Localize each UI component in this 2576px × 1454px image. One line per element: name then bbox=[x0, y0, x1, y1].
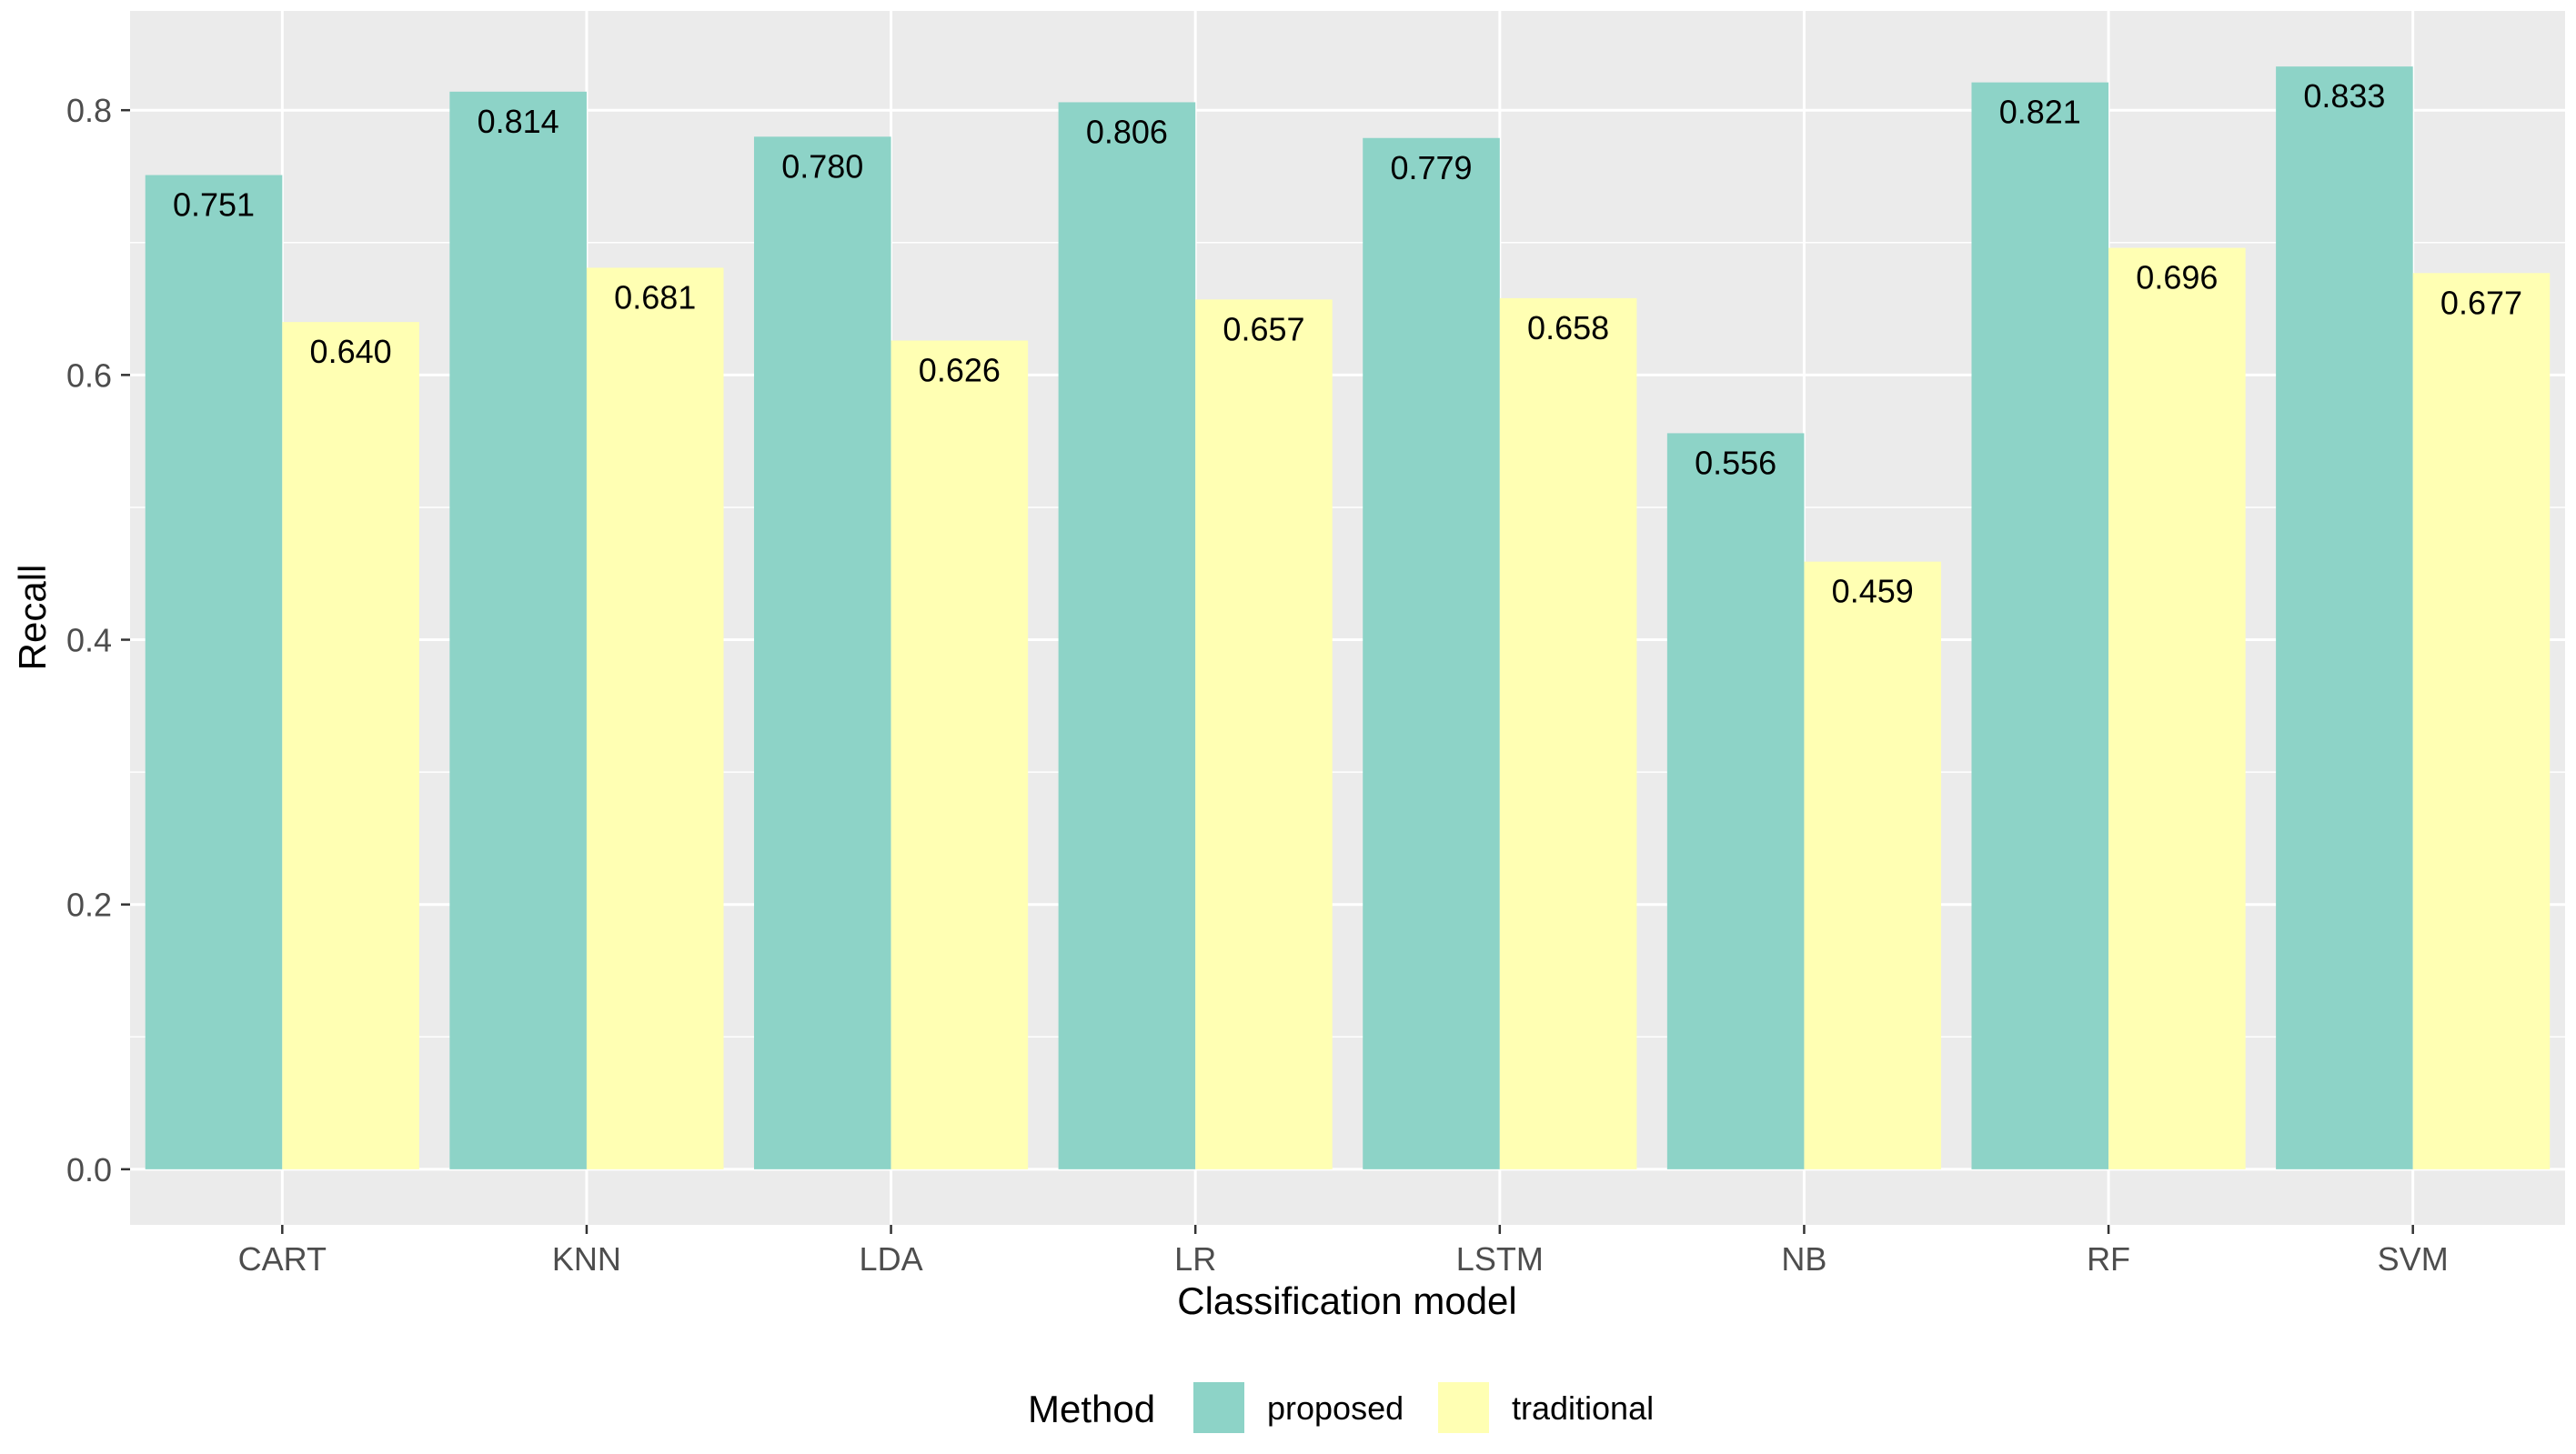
data-label-traditional-lda: 0.626 bbox=[919, 352, 1001, 389]
x-tick-label-knn: KNN bbox=[552, 1240, 621, 1278]
bar-proposed-rf bbox=[1971, 82, 2109, 1169]
bars bbox=[145, 66, 2551, 1169]
bar-proposed-lda bbox=[753, 136, 891, 1169]
y-axis-title: Recall bbox=[11, 565, 54, 671]
bar-proposed-lstm bbox=[1363, 137, 1500, 1169]
data-label-traditional-nb: 0.459 bbox=[1832, 573, 1914, 610]
data-label-traditional-lstm: 0.658 bbox=[1527, 309, 1609, 346]
bar-proposed-cart bbox=[145, 175, 283, 1169]
legend: Method proposed traditional bbox=[1028, 1382, 1654, 1433]
axes: 0.0 0.2 0.4 0.6 0.8 CART KNN LDA LR LSTM NB RF SVM bbox=[66, 92, 2449, 1278]
legend-swatch-proposed bbox=[1193, 1382, 1244, 1433]
bar-traditional-lr bbox=[1195, 299, 1333, 1169]
data-label-traditional-lr: 0.657 bbox=[1223, 310, 1304, 347]
y-tick-label: 0.4 bbox=[66, 622, 112, 659]
x-tick-label-lstm: LSTM bbox=[1456, 1240, 1544, 1278]
y-tick-label: 0.2 bbox=[66, 887, 112, 924]
data-label-proposed-svm: 0.833 bbox=[2303, 77, 2385, 115]
bar-traditional-svm bbox=[2412, 273, 2551, 1169]
data-label-proposed-lda: 0.780 bbox=[781, 147, 863, 185]
bar-traditional-cart bbox=[282, 322, 419, 1169]
legend-title: Method bbox=[1028, 1388, 1155, 1430]
bar-proposed-knn bbox=[449, 91, 587, 1169]
data-label-proposed-knn: 0.814 bbox=[478, 103, 559, 140]
data-label-proposed-cart: 0.751 bbox=[173, 186, 255, 224]
x-tick-label-rf: RF bbox=[2087, 1240, 2130, 1278]
data-label-proposed-lstm: 0.779 bbox=[1390, 149, 1472, 186]
x-tick-label-lda: LDA bbox=[860, 1240, 923, 1278]
x-axis-title: Classification model bbox=[1177, 1279, 1517, 1322]
legend-label-proposed: proposed bbox=[1267, 1389, 1404, 1427]
bar-proposed-svm bbox=[2276, 66, 2413, 1169]
bar-proposed-nb bbox=[1666, 433, 1805, 1169]
x-tick-label-lr: LR bbox=[1174, 1240, 1216, 1278]
y-tick-label: 0.6 bbox=[66, 356, 112, 394]
data-label-proposed-rf: 0.821 bbox=[1999, 94, 2081, 131]
bar-traditional-nb bbox=[1804, 561, 1942, 1169]
data-label-traditional-cart: 0.640 bbox=[310, 333, 392, 370]
data-label-proposed-lr: 0.806 bbox=[1086, 113, 1168, 150]
x-tick-label-cart: CART bbox=[238, 1240, 327, 1278]
y-tick-label: 0.8 bbox=[66, 92, 112, 129]
data-label-proposed-nb: 0.556 bbox=[1695, 444, 1776, 481]
bar-traditional-knn bbox=[586, 267, 724, 1169]
x-tick-label-svm: SVM bbox=[2378, 1240, 2449, 1278]
legend-swatch-traditional bbox=[1438, 1382, 1489, 1433]
y-tick-label: 0.0 bbox=[66, 1151, 112, 1188]
x-tick-label-nb: NB bbox=[1781, 1240, 1826, 1278]
legend-label-traditional: traditional bbox=[1512, 1389, 1654, 1427]
bar-traditional-lda bbox=[891, 340, 1029, 1169]
data-label-traditional-rf: 0.696 bbox=[2136, 259, 2218, 296]
data-label-traditional-knn: 0.681 bbox=[614, 278, 696, 316]
data-label-traditional-svm: 0.677 bbox=[2440, 284, 2522, 321]
data-labels: 0.751 0.814 0.780 0.806 0.779 0.556 0.821 0.833… bbox=[173, 77, 2522, 609]
bar-traditional-rf bbox=[2108, 247, 2246, 1169]
bar-traditional-lstm bbox=[1499, 297, 1637, 1169]
bar-proposed-lr bbox=[1058, 102, 1196, 1169]
